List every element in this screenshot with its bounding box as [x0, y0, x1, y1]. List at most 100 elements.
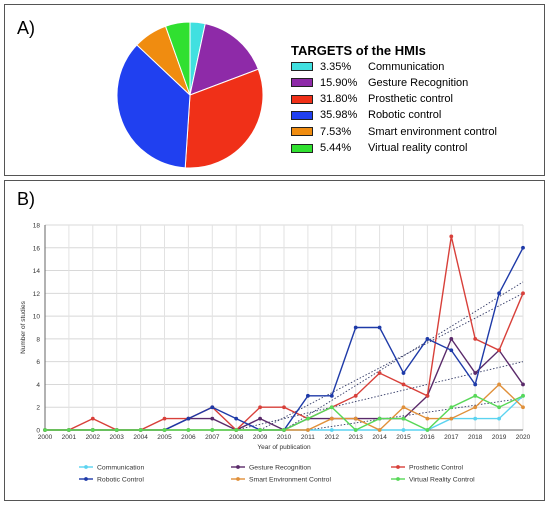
- data-point-gesture-recognition: [258, 416, 262, 421]
- data-point-virtual-reality-control: [258, 428, 262, 432]
- data-point-communication: [401, 428, 406, 432]
- data-point-communication: [497, 416, 501, 421]
- pie-slice-robotic-control: [116, 44, 191, 169]
- legend-marker: [396, 465, 400, 469]
- legend-percent: 7.53%: [320, 125, 352, 138]
- data-point-prosthetic-control: [258, 405, 262, 410]
- y-tick-label: 6: [36, 359, 40, 366]
- legend-label-prosthetic-control: Prosthetic Control: [409, 465, 464, 472]
- legend-label-gesture-recognition: Gesture Recognition: [249, 465, 311, 472]
- x-tick-label: 2014: [372, 434, 387, 441]
- data-point-virtual-reality-control: [210, 428, 215, 432]
- data-point-virtual-reality-control: [521, 393, 525, 398]
- y-axis-title: Number of studies: [20, 300, 27, 353]
- x-tick-label: 2018: [468, 434, 483, 441]
- legend-label: Virtual reality control: [368, 142, 468, 154]
- data-point-virtual-reality-control: [425, 428, 430, 432]
- data-point-robotic-control: [473, 382, 478, 387]
- legend-swatch: [291, 143, 313, 153]
- data-point-smart-environment-control: [329, 416, 334, 421]
- y-tick-label: 16: [33, 245, 41, 252]
- data-point-virtual-reality-control: [449, 405, 454, 410]
- data-point-virtual-reality-control: [306, 416, 310, 421]
- data-point-virtual-reality-control: [114, 428, 119, 432]
- legend-swatch: [291, 127, 313, 137]
- data-point-smart-environment-control: [353, 416, 358, 421]
- legend-percent: 5.44%: [320, 142, 352, 154]
- pie-legend-item: 3.35% Communication: [291, 60, 444, 73]
- panel-a-label: A): [17, 18, 35, 38]
- data-point-smart-environment-control: [521, 405, 525, 410]
- data-point-robotic-control: [329, 393, 334, 398]
- data-point-communication: [473, 416, 478, 421]
- pie-legend-title: TARGETS of the HMIs: [291, 43, 426, 58]
- data-point-virtual-reality-control: [473, 393, 478, 398]
- pie-legend-item: 5.44% Virtual reality control: [291, 142, 467, 155]
- panel-b-label: B): [17, 189, 35, 209]
- data-point-robotic-control: [497, 291, 501, 296]
- data-point-robotic-control: [521, 245, 525, 250]
- x-tick-label: 2006: [181, 434, 196, 441]
- legend-swatch: [291, 94, 313, 104]
- data-point-robotic-control: [210, 405, 215, 410]
- data-point-virtual-reality-control: [282, 428, 286, 432]
- data-point-gesture-recognition: [521, 382, 525, 387]
- legend-label: Communication: [368, 60, 445, 73]
- data-point-prosthetic-control: [401, 382, 406, 387]
- legend-label: Gesture Recognition: [368, 76, 469, 89]
- data-point-prosthetic-control: [377, 371, 382, 375]
- data-point-robotic-control: [306, 393, 310, 398]
- data-point-virtual-reality-control: [329, 405, 334, 410]
- x-tick-label: 2003: [109, 434, 124, 441]
- legend-percent: 3.35%: [320, 60, 352, 73]
- x-tick-label: 2007: [205, 434, 220, 441]
- x-tick-label: 2010: [277, 434, 292, 441]
- legend-marker: [236, 465, 240, 469]
- data-point-smart-environment-control: [473, 405, 478, 410]
- pie-legend-item: 31.80% Prosthetic control: [291, 93, 453, 106]
- data-point-prosthetic-control: [449, 234, 454, 239]
- data-point-robotic-control: [353, 325, 358, 330]
- data-point-virtual-reality-control: [43, 428, 47, 432]
- x-tick-label: 2012: [325, 434, 340, 441]
- legend-percent: 35.98%: [320, 109, 358, 122]
- data-point-prosthetic-control: [497, 348, 501, 353]
- legend-label-robotic-control: Robotic Control: [97, 477, 144, 484]
- legend-swatch: [291, 110, 313, 120]
- trendline: [283, 281, 524, 431]
- legend-marker: [84, 477, 88, 481]
- data-point-smart-environment-control: [306, 428, 310, 432]
- data-point-virtual-reality-control: [162, 428, 167, 432]
- x-tick-label: 2001: [62, 434, 77, 441]
- data-point-robotic-control: [186, 416, 191, 421]
- data-point-prosthetic-control: [353, 393, 358, 398]
- data-point-virtual-reality-control: [90, 428, 95, 432]
- data-point-virtual-reality-control: [234, 428, 239, 432]
- data-point-robotic-control: [401, 371, 406, 375]
- data-point-prosthetic-control: [162, 416, 167, 421]
- pie-slice-prosthetic-control: [184, 68, 264, 169]
- y-tick-label: 14: [33, 268, 41, 275]
- data-point-prosthetic-control: [282, 405, 286, 410]
- data-point-gesture-recognition: [210, 416, 215, 421]
- data-point-prosthetic-control: [521, 291, 525, 296]
- data-point-robotic-control: [425, 336, 430, 341]
- x-tick-label: 2017: [444, 434, 459, 441]
- data-point-virtual-reality-control: [353, 428, 358, 432]
- x-tick-label: 2016: [420, 434, 435, 441]
- legend-marker: [396, 477, 400, 481]
- data-point-virtual-reality-control: [377, 416, 382, 421]
- data-point-robotic-control: [449, 348, 454, 353]
- y-tick-label: 4: [36, 382, 40, 389]
- x-tick-label: 2002: [86, 434, 101, 441]
- data-point-robotic-control: [377, 325, 382, 330]
- legend-swatch: [291, 78, 313, 88]
- pie-slice-gesture-recognition: [189, 23, 259, 96]
- legend-percent: 15.90%: [320, 76, 358, 89]
- panel-b: B) 0 2 4 6 8 10 12 14 16 18 2000 2001 2002 2003 2004 20…: [4, 180, 545, 501]
- pie-legend-item: 15.90% Gesture Recognition: [291, 76, 468, 89]
- data-point-robotic-control: [234, 416, 239, 421]
- y-tick-label: 12: [33, 291, 41, 298]
- data-point-gesture-recognition: [473, 371, 478, 375]
- data-point-virtual-reality-control: [67, 428, 71, 432]
